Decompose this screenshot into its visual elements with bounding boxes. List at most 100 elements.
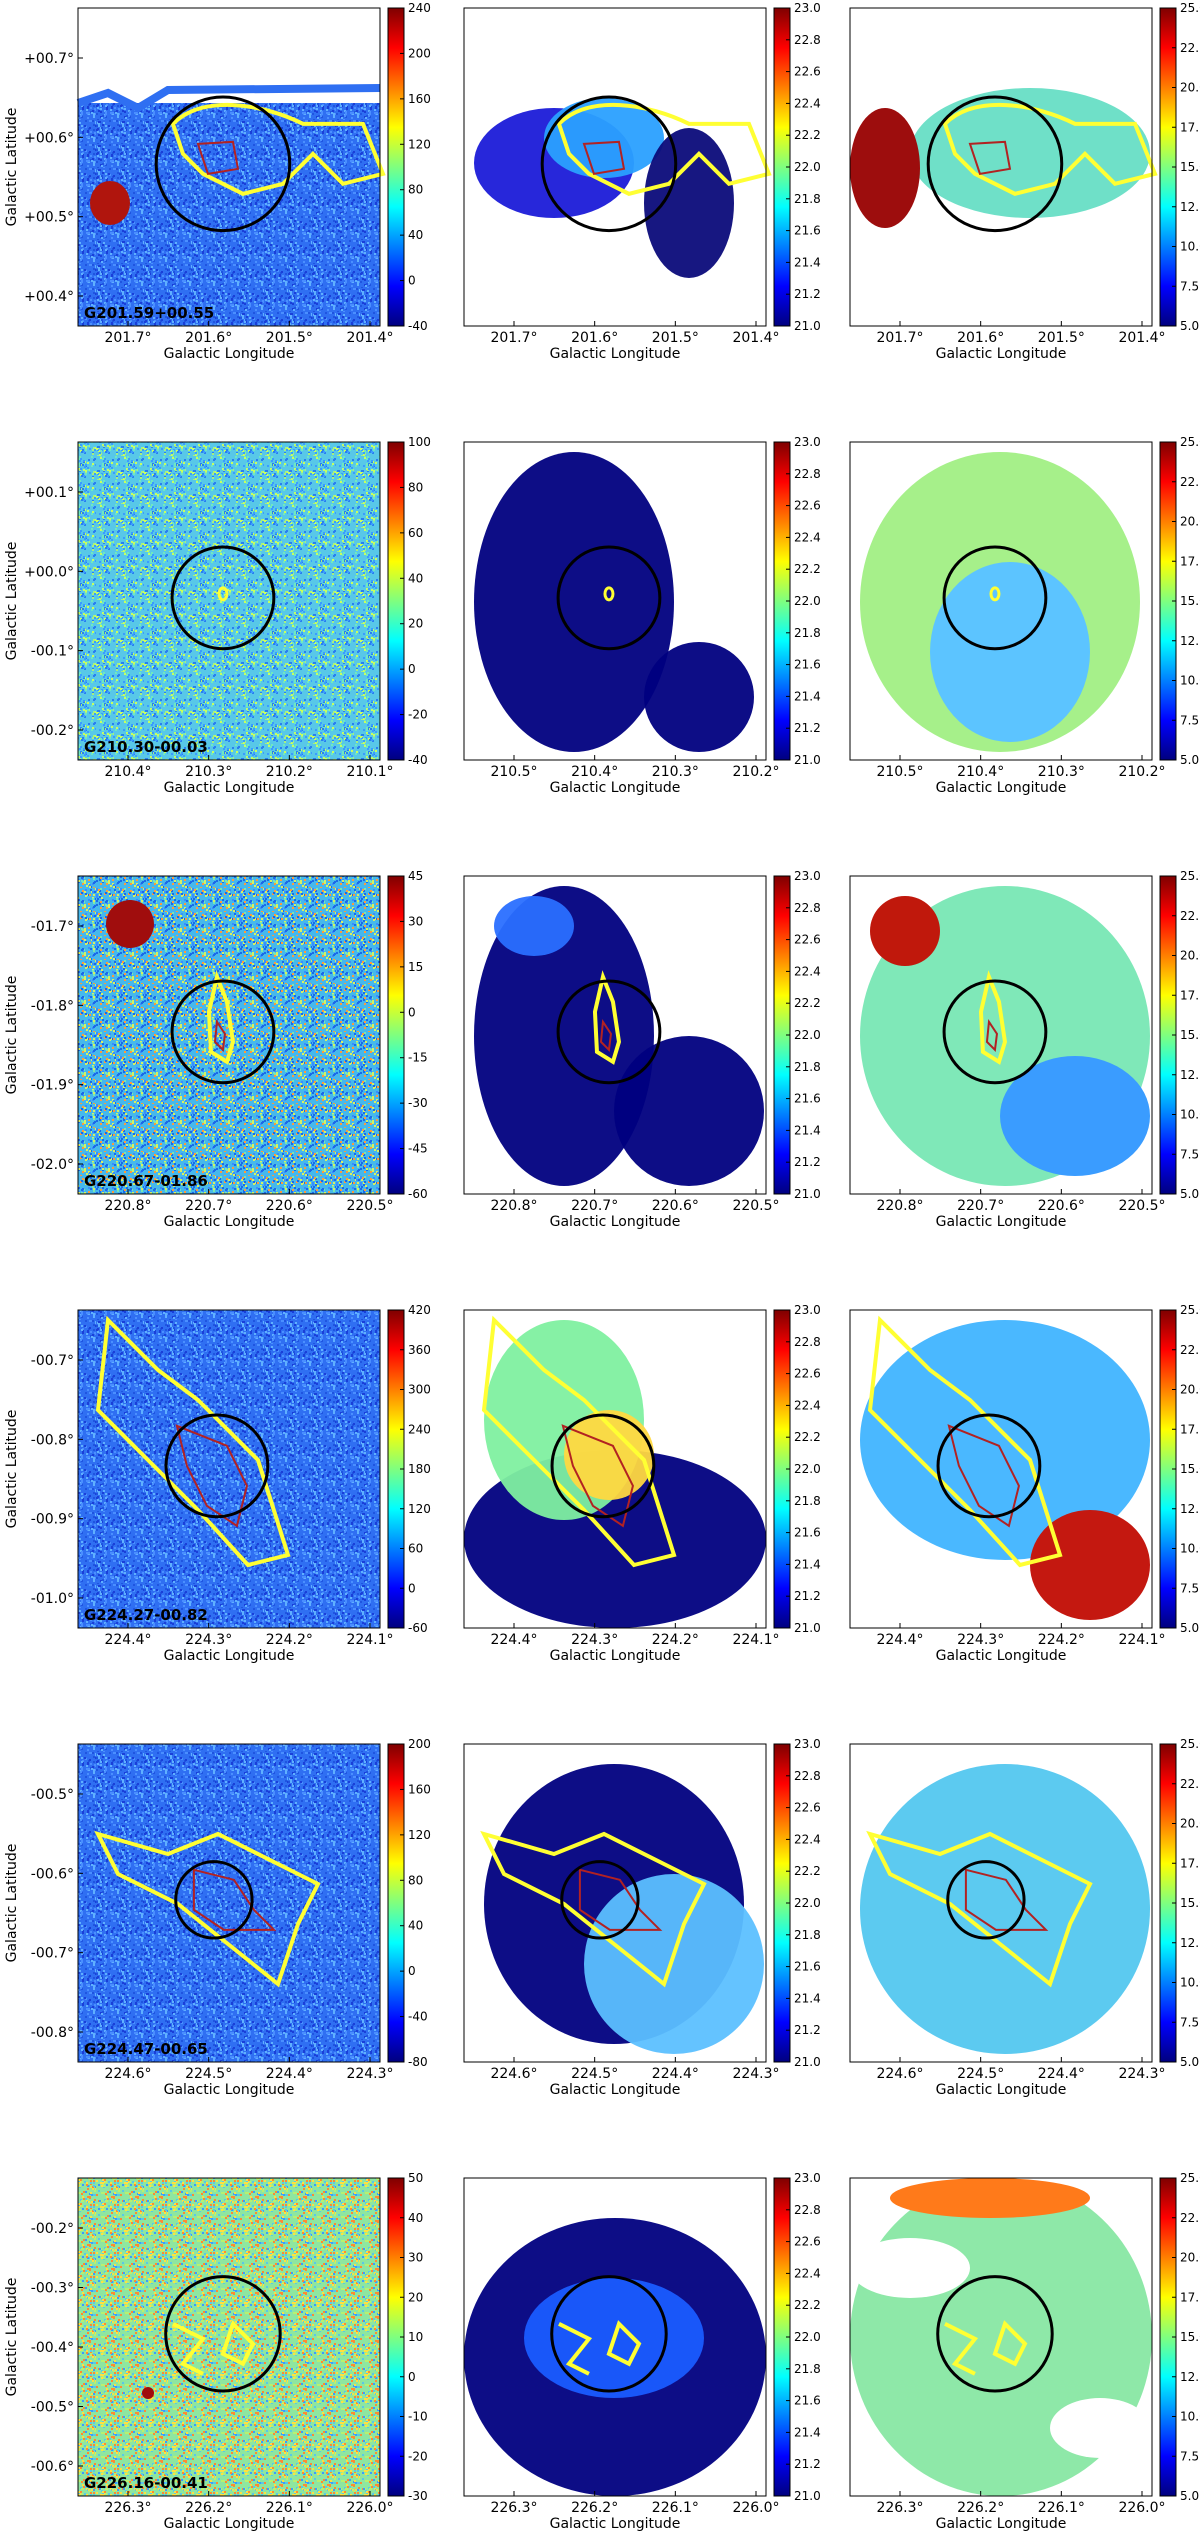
inner-contour	[561, 1424, 634, 1528]
colorbar-tick-label: 21.4	[794, 2425, 821, 2439]
temperature-blob	[850, 108, 920, 228]
colorbar-tick-label: 22.4	[794, 964, 821, 978]
colorbar-tick-label: 21.6	[794, 224, 821, 238]
colorbar-tick-label: 10.0	[1180, 1976, 1200, 1990]
colorbar-tick-label: 5.0	[1180, 753, 1199, 767]
x-tick-label: 224.6°	[876, 2066, 923, 2082]
aperture-circle	[936, 1413, 1042, 1519]
colorbar-tick-label: 5.0	[1180, 2055, 1199, 2069]
colorbar-tick-label: 21.6	[794, 658, 821, 672]
aperture-circle	[556, 545, 662, 651]
x-tick-label: 210.2°	[732, 764, 779, 780]
outer-contour	[556, 102, 772, 196]
colorbar-tick-label: 40	[408, 2211, 423, 2225]
colorbar-tick-label: 15.0	[1180, 1896, 1200, 1910]
x-tick-label: 226.3°	[876, 2500, 923, 2516]
colorbar-tick-label: 5.0	[1180, 319, 1199, 333]
column-density-blob	[494, 896, 574, 956]
colorbar-tick-label: 200	[408, 1737, 431, 1751]
colorbar-tick-label: 120	[408, 1828, 431, 1842]
colorbar	[387, 1743, 405, 2063]
x-tick-label: 201.4°	[1118, 330, 1165, 346]
colorbar-tick-label: 240	[408, 1422, 431, 1436]
colorbar-tick-label: 10.0	[1180, 2410, 1200, 2424]
colorbar-tick-label: 21.8	[794, 626, 821, 640]
colorbar-tick-label: 25.0	[1180, 1737, 1200, 1751]
outer-contour	[172, 2322, 207, 2376]
x-tick-label: 226.2°	[957, 2500, 1004, 2516]
y-tick-label: -02.0°	[31, 1157, 74, 1173]
aperture-circle	[174, 1860, 254, 1940]
x-tick-label: 210.4°	[571, 764, 618, 780]
colorbar-tick-label: 22.8	[794, 1769, 821, 1783]
x-axis-label: Galactic Longitude	[164, 2082, 295, 2098]
column-density-blob	[474, 886, 654, 1186]
x-tick-label: 224.6°	[104, 2066, 151, 2082]
panel-r3-c1: 220.8° 220.7° 220.6° 220.5° Galactic Longitu…	[4, 869, 428, 1230]
column-density-blob	[614, 1036, 764, 1186]
y-axis-label: Galactic Latitude	[4, 1844, 20, 1963]
x-tick-label: 226.3°	[490, 2500, 537, 2516]
colorbar-tick-label: 21.4	[794, 1991, 821, 2005]
x-tick-label: 224.2°	[652, 1632, 699, 1648]
panel-r3-c3: 220.8° 220.7° 220.6° 220.5° Galactic Longitu…	[849, 869, 1200, 1230]
panel-frame	[463, 1743, 767, 2063]
colorbar-tick-label: 21.6	[794, 1526, 821, 1540]
colorbar-tick-label: 21.0	[794, 753, 821, 767]
y-tick-label: -00.2°	[31, 2221, 74, 2237]
x-tick-label: 224.2°	[266, 1632, 313, 1648]
colorbar-tick-label: 22.5	[1180, 41, 1200, 55]
y-tick-label: +00.4°	[24, 289, 74, 305]
colorbar-tick-label: 22.6	[794, 499, 821, 513]
colorbar-tick-label: 50	[408, 2171, 423, 2185]
map-background	[78, 1744, 380, 2062]
region-name: G210.30-00.03	[84, 738, 208, 756]
colorbar-tick-label: 17.5	[1180, 1856, 1200, 1870]
x-axis-label: Galactic Longitude	[550, 1214, 681, 1230]
panel-frame	[849, 441, 1153, 761]
colorbar-tick-label: 30	[408, 2251, 423, 2265]
outer-contour	[978, 970, 1008, 1065]
x-tick-label: 226.1°	[1038, 2500, 1085, 2516]
inner-contour	[964, 1868, 1049, 1931]
x-tick-label: 210.3°	[185, 764, 232, 780]
colorbar-tick-label: -60	[408, 1187, 428, 1201]
colorbar-tick-label: 20.0	[1180, 2251, 1200, 2265]
colorbar-tick-label: 0	[408, 1005, 416, 1019]
colorbar-tick-label: 22.5	[1180, 909, 1200, 923]
bright-source	[106, 900, 154, 948]
colorbar-tick-label: 15.0	[1180, 1462, 1200, 1476]
x-tick-label: 224.3°	[185, 1632, 232, 1648]
y-tick-label: -00.6°	[31, 2459, 74, 2475]
x-tick-label: 224.3°	[571, 1632, 618, 1648]
colorbar-tick-label: 40	[408, 1919, 423, 1933]
inner-contour	[578, 1868, 663, 1931]
inner-contour	[582, 140, 626, 175]
colorbar-tick-label: 12.5	[1180, 1068, 1200, 1082]
x-axis-label: Galactic Longitude	[936, 346, 1067, 362]
colorbar-tick-label: 7.5	[1180, 713, 1199, 727]
bright-source	[90, 181, 130, 225]
map-background	[78, 442, 380, 760]
outer-contour	[606, 2320, 642, 2367]
x-tick-label: 220.6°	[652, 1198, 699, 1214]
colorbar-tick-label: 22.6	[794, 2235, 821, 2249]
x-tick-label: 220.5°	[346, 1198, 393, 1214]
colorbar-tick-label: 21.0	[794, 2489, 821, 2503]
y-tick-label: +00.6°	[24, 130, 74, 146]
x-tick-label: 201.7°	[104, 330, 151, 346]
x-tick-label: 226.2°	[185, 2500, 232, 2516]
aperture-circle	[556, 979, 662, 1085]
colorbar-tick-label: 21.8	[794, 1928, 821, 1942]
x-tick-label: 224.5°	[571, 2066, 618, 2082]
y-tick-label: +00.1°	[24, 485, 74, 501]
x-tick-label: 224.1°	[732, 1632, 779, 1648]
colorbar-tick-label: 21.8	[794, 1494, 821, 1508]
colorbar-tick-label: 21.2	[794, 2457, 821, 2471]
x-tick-label: 226.1°	[266, 2500, 313, 2516]
temperature-blob	[910, 88, 1150, 218]
y-axis-label: Galactic Latitude	[4, 542, 20, 661]
panel-frame	[77, 7, 381, 327]
x-tick-label: 224.1°	[346, 1632, 393, 1648]
colorbar-tick-label: 45	[408, 869, 423, 883]
